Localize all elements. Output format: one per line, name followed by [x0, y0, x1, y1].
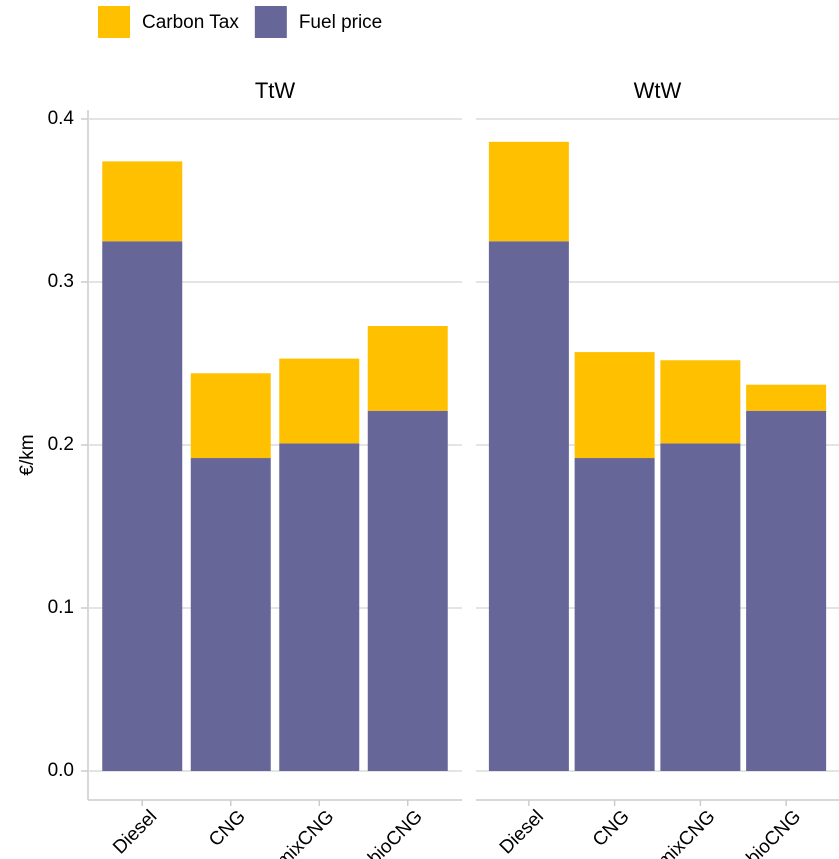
bar	[488, 241, 569, 771]
y-axis-label: €/km	[17, 434, 38, 475]
bar	[746, 384, 827, 411]
y-tick-label: 0.0	[48, 760, 74, 781]
x-tick-label: CNG	[205, 806, 250, 851]
facet-title: TtW	[255, 78, 296, 103]
y-tick-label: 0.4	[48, 108, 75, 129]
legend-swatch	[98, 6, 130, 38]
x-tick-label: Diesel	[496, 806, 548, 858]
bar	[102, 161, 183, 242]
x-tick-label: CNG	[589, 806, 634, 851]
bar	[488, 141, 569, 242]
bar	[279, 358, 360, 444]
x-tick-label: mixCNG	[654, 806, 720, 859]
legend-label: Fuel price	[299, 12, 382, 33]
bar	[102, 241, 183, 771]
bar	[190, 373, 271, 459]
x-tick-label: bioCNG	[364, 806, 427, 859]
bar	[660, 443, 741, 771]
bar	[746, 410, 827, 771]
legend-label: Carbon Tax	[142, 12, 239, 33]
bar	[190, 458, 271, 771]
bar	[367, 410, 448, 771]
x-tick-label: mixCNG	[273, 806, 339, 859]
facet-title: WtW	[634, 78, 682, 103]
bar	[367, 326, 448, 411]
legend-swatch	[254, 6, 287, 38]
y-tick-label: 0.3	[48, 271, 74, 292]
x-tick-label: bioCNG	[743, 806, 806, 859]
bar	[279, 443, 360, 771]
bar	[574, 352, 655, 459]
bar	[574, 458, 655, 771]
x-tick-label: Diesel	[109, 806, 161, 858]
bar	[660, 360, 741, 444]
y-tick-label: 0.2	[48, 434, 74, 455]
y-tick-label: 0.1	[48, 597, 74, 618]
